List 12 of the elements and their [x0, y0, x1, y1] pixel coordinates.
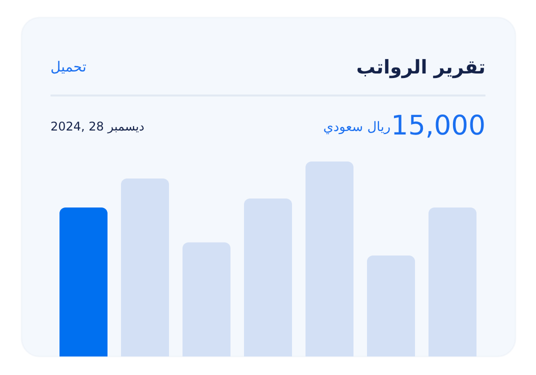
text: ريال سعودي	[323, 120, 390, 135]
text: 2024, 28 ديسمبر	[50, 120, 144, 134]
chart-title: تقرير الرواتب	[356, 56, 486, 78]
bar	[367, 255, 415, 356]
bar	[306, 162, 354, 356]
text: 15,000	[391, 110, 486, 142]
text: تحميل	[50, 60, 86, 76]
bar	[60, 208, 108, 356]
bar	[182, 242, 230, 356]
bar	[428, 208, 476, 356]
bar	[244, 198, 292, 356]
bar	[121, 178, 169, 356]
